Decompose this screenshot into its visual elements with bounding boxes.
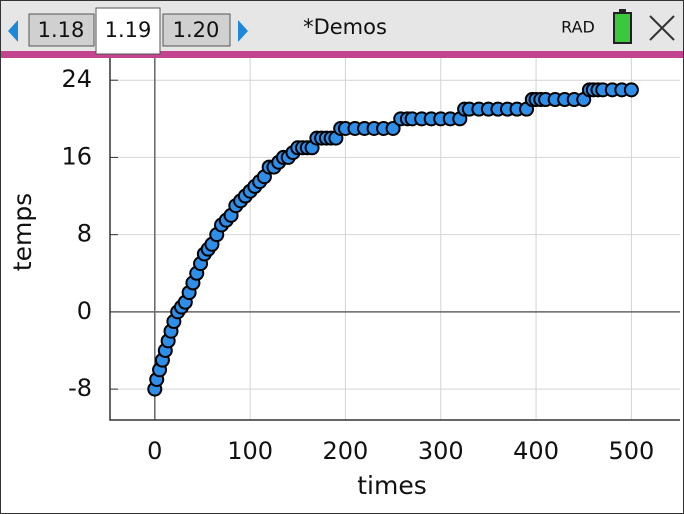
x-tick-label: 300 — [418, 437, 464, 465]
x-tick-label: 0 — [147, 437, 162, 465]
close-icon[interactable] — [649, 15, 675, 41]
plot: 0 100 200 300 400 500 -8 0 8 16 24 — [61, 58, 680, 465]
y-tick-label: 8 — [77, 220, 92, 248]
x-tick-label: 500 — [608, 437, 654, 465]
x-tick-label: 200 — [323, 437, 369, 465]
tab-label: 1.19 — [105, 18, 152, 42]
prev-arrow[interactable] — [8, 20, 18, 42]
x-tick-label: 400 — [513, 437, 559, 465]
battery-tip — [619, 9, 626, 13]
tab[interactable] — [28, 13, 95, 47]
x-tick-label: 100 — [227, 437, 273, 465]
y-axis-label: temps — [8, 193, 37, 271]
tab-active[interactable] — [95, 7, 161, 55]
tab-label: 1.20 — [173, 18, 220, 42]
y-tick-label: 24 — [61, 65, 92, 93]
angle-mode: RAD — [561, 18, 595, 37]
tab-label: 1.18 — [38, 18, 85, 42]
tab-underline — [1, 51, 683, 58]
point — [385, 120, 401, 136]
doc-title: *Demos — [303, 15, 387, 39]
x-axis-label: times — [357, 471, 427, 500]
y-tick-label: -8 — [68, 374, 92, 402]
plot-border — [109, 58, 680, 421]
point — [623, 82, 639, 98]
next-arrow[interactable] — [238, 20, 248, 42]
tab[interactable] — [162, 13, 231, 47]
y-tick-label: 16 — [61, 142, 92, 170]
y-tick-label: 0 — [77, 297, 92, 325]
battery — [613, 12, 632, 44]
